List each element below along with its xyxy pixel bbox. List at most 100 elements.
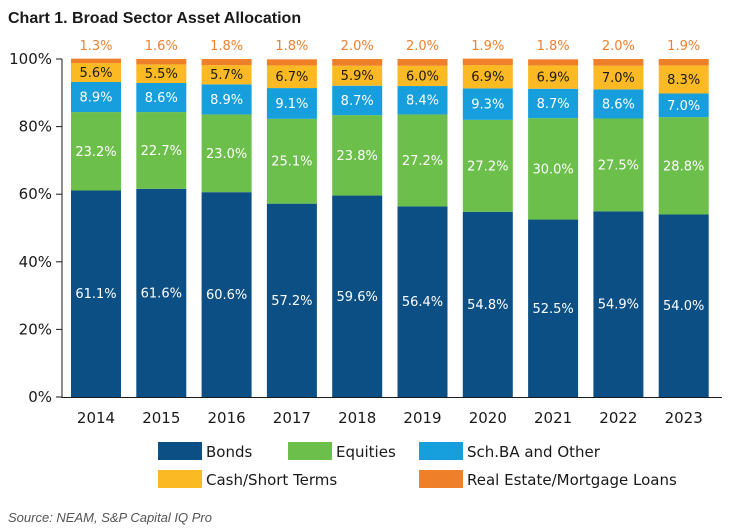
data-label: 5.5% — [145, 67, 178, 82]
bar-segment-real-estate-mortgage-loans-2022 — [593, 59, 644, 66]
bar-segment-bonds-2021 — [528, 219, 579, 397]
y-tick-label: 40% — [19, 253, 52, 271]
data-label: 27.5% — [598, 158, 639, 173]
data-label: 30.0% — [532, 162, 573, 177]
data-label: 1.8% — [537, 39, 570, 54]
data-label: 6.9% — [471, 70, 504, 85]
x-tick-label: 2019 — [403, 409, 441, 427]
data-label: 54.9% — [598, 298, 639, 313]
data-label: 54.0% — [663, 299, 704, 314]
legend-label-cash-short-terms: Cash/Short Terms — [206, 471, 337, 489]
y-axis: 0% 20% 40% 60% 80% 100% — [9, 50, 63, 406]
data-label: 2.0% — [341, 39, 374, 54]
legend-swatch-real-estate-mortgage-loans — [419, 470, 463, 488]
bar-segment-cash-short-terms-2016 — [201, 65, 252, 85]
data-label: 8.4% — [406, 94, 439, 109]
bar-segment-equities-2019 — [397, 114, 448, 207]
bar-segment-equities-2014 — [71, 112, 121, 191]
x-axis: 2014 2015 2016 2017 2018 2019 2020 2021 2022 2023 — [62, 397, 722, 427]
bar-segment-real-estate-mortgage-loans-2021 — [528, 59, 579, 66]
bar-segment-cash-short-terms-2019 — [397, 65, 448, 87]
data-label: 28.8% — [663, 159, 704, 174]
data-label: 54.8% — [467, 298, 508, 313]
bar-segment-real-estate-mortgage-loans-2017 — [266, 59, 317, 66]
data-label: 60.6% — [206, 288, 247, 303]
data-label: 5.6% — [79, 66, 112, 81]
bar-segment-sch-ba-and-other-2015 — [136, 82, 187, 113]
bar-segment-cash-short-terms-2023 — [658, 65, 709, 94]
legend: Bonds Equities Sch.BA and Other Cash/Short … — [158, 442, 677, 489]
x-tick-label: 2015 — [142, 409, 180, 427]
bar-segment-bonds-2020 — [462, 211, 513, 397]
bar-segment-sch-ba-and-other-2018 — [332, 85, 383, 116]
data-label: 8.3% — [667, 73, 700, 88]
data-label: 2.0% — [602, 39, 635, 54]
bar-segment-real-estate-mortgage-loans-2014 — [71, 58, 121, 64]
y-tick-label: 80% — [19, 118, 52, 136]
legend-swatch-bonds — [158, 442, 202, 460]
source-note: Source: NEAM, S&P Capital IQ Pro — [8, 510, 212, 525]
data-label: 9.3% — [471, 98, 504, 113]
data-label: 6.9% — [537, 71, 570, 86]
x-tick-label: 2014 — [77, 409, 115, 427]
data-label: 23.2% — [75, 145, 116, 160]
bar-segment-bonds-2023 — [658, 214, 709, 397]
bars: 61.1% 23.2% 8.9% 5.6% 1.3% 61.6% 22.7% 8.6% 5.5%… — [71, 39, 709, 397]
data-label: 7.0% — [667, 99, 700, 114]
bar-segment-cash-short-terms-2020 — [462, 65, 513, 89]
legend-label-sch-ba-and-other: Sch.BA and Other — [467, 443, 601, 461]
data-label: 7.0% — [602, 71, 635, 86]
bar-segment-bonds-2015 — [136, 188, 187, 397]
bar-segment-real-estate-mortgage-loans-2019 — [397, 59, 448, 66]
bar-segment-real-estate-mortgage-loans-2018 — [332, 59, 383, 66]
legend-swatch-equities — [288, 442, 332, 460]
bar-segment-bonds-2022 — [593, 211, 644, 397]
bar-segment-bonds-2017 — [266, 203, 317, 397]
bar-segment-sch-ba-and-other-2019 — [397, 86, 448, 115]
data-label: 1.9% — [667, 39, 700, 54]
x-tick-label: 2023 — [665, 409, 703, 427]
bar-segment-real-estate-mortgage-loans-2020 — [462, 58, 513, 66]
bar-segment-bonds-2016 — [201, 192, 252, 397]
data-label: 1.6% — [145, 39, 178, 54]
x-tick-label: 2020 — [469, 409, 507, 427]
bar-segment-equities-2016 — [201, 114, 252, 193]
y-tick-label: 0% — [28, 388, 52, 406]
bar-segment-real-estate-mortgage-loans-2023 — [658, 59, 709, 66]
data-label: 1.3% — [79, 39, 112, 54]
bar-segment-real-estate-mortgage-loans-2016 — [201, 59, 252, 66]
bar-segment-sch-ba-and-other-2020 — [462, 88, 513, 120]
data-label: 1.8% — [210, 39, 243, 54]
legend-label-real-estate-mortgage-loans: Real Estate/Mortgage Loans — [467, 471, 677, 489]
legend-label-equities: Equities — [336, 443, 396, 461]
data-label: 5.7% — [210, 68, 243, 83]
data-label: 23.0% — [206, 147, 247, 162]
data-label: 6.7% — [275, 70, 308, 85]
bar-segment-cash-short-terms-2021 — [528, 65, 579, 89]
data-label: 1.9% — [471, 39, 504, 54]
bar-segment-real-estate-mortgage-loans-2015 — [136, 59, 187, 65]
data-label: 22.7% — [141, 144, 182, 159]
x-tick-label: 2022 — [599, 409, 637, 427]
bar-segment-cash-short-terms-2022 — [593, 65, 644, 90]
legend-swatch-sch-ba-and-other — [419, 442, 463, 460]
y-tick-label: 20% — [19, 320, 52, 338]
data-label: 8.9% — [210, 93, 243, 108]
bar-segment-bonds-2019 — [397, 206, 448, 397]
bar-segment-cash-short-terms-2018 — [332, 65, 383, 86]
bar-segment-sch-ba-and-other-2021 — [528, 88, 579, 119]
data-label: 8.7% — [341, 94, 374, 109]
y-tick-label: 60% — [19, 185, 52, 203]
data-label: 57.2% — [271, 294, 312, 309]
bar-segment-cash-short-terms-2017 — [266, 65, 317, 89]
data-label: 9.1% — [275, 97, 308, 112]
bar-segment-equities-2022 — [593, 118, 644, 212]
x-tick-label: 2017 — [273, 409, 311, 427]
data-label: 52.5% — [532, 302, 573, 317]
bar-segment-sch-ba-and-other-2016 — [201, 84, 252, 115]
data-label: 1.8% — [275, 39, 308, 54]
data-label: 61.6% — [141, 286, 182, 301]
bar-segment-equities-2015 — [136, 112, 187, 189]
data-label: 8.7% — [537, 97, 570, 112]
